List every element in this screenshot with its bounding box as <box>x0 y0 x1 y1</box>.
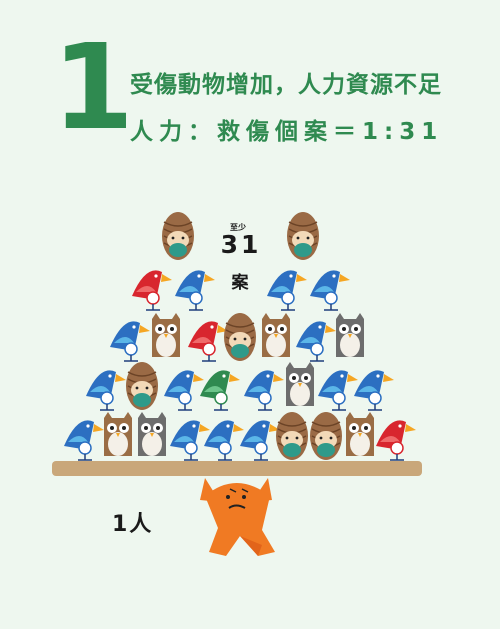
headline-title: 受傷動物增加，人力資源不足 <box>130 72 442 98</box>
owl-icon <box>286 362 314 406</box>
bird-icon <box>310 270 350 311</box>
pangolin-icon <box>126 362 158 410</box>
bird-icon <box>170 420 210 461</box>
animal-pyramid <box>64 212 416 461</box>
bird-icon <box>204 420 244 461</box>
bird-icon <box>244 370 284 411</box>
pangolin-icon <box>310 412 342 460</box>
owl-icon <box>152 313 180 357</box>
bird-icon <box>376 420 416 461</box>
owl-icon <box>336 313 364 357</box>
bird-icon <box>318 370 358 411</box>
step-number: 1 <box>52 18 135 156</box>
cases-count: 31 <box>220 230 262 259</box>
bird-icon <box>188 321 228 362</box>
bird-icon <box>110 321 150 362</box>
pangolin-icon <box>224 313 256 361</box>
pangolin-icon <box>287 212 319 260</box>
bird-icon <box>267 270 307 311</box>
bird-icon <box>296 321 336 362</box>
pangolin-icon <box>276 412 308 460</box>
bird-icon <box>64 420 104 461</box>
wooden-plank <box>52 461 422 476</box>
bird-icon <box>175 270 215 311</box>
bird-icon <box>200 370 240 411</box>
person-count-label: 1人 <box>112 512 154 537</box>
headline-ratio: 人力：救傷個案＝1:31 <box>130 119 444 145</box>
owl-icon <box>346 412 374 456</box>
bird-icon <box>86 370 126 411</box>
bird-icon <box>164 370 204 411</box>
cases-unit: 案 <box>231 273 249 293</box>
rescuer-person <box>200 478 275 556</box>
owl-icon <box>138 412 166 456</box>
bird-icon <box>354 370 394 411</box>
pangolin-icon <box>162 212 194 260</box>
owl-icon <box>262 313 290 357</box>
cases-qualifier: 至少 <box>230 223 246 232</box>
owl-icon <box>104 412 132 456</box>
bird-icon <box>132 270 172 311</box>
bird-icon <box>240 420 280 461</box>
